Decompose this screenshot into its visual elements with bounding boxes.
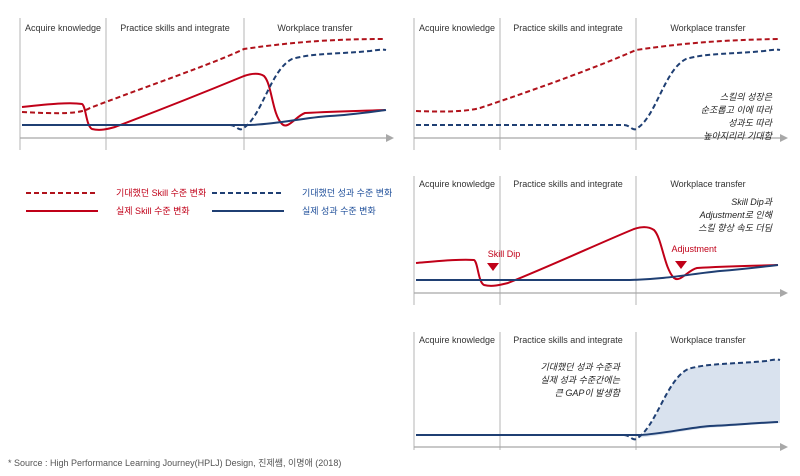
axis-arrow-icon: [386, 134, 394, 142]
expected-performance-curve: [416, 48, 781, 131]
note-line: 실제 성과 수준간에는: [540, 375, 620, 385]
phase-label-transfer: Workplace transfer: [277, 23, 352, 33]
legend-actual-skill: 실제 Skill 수준 변화: [116, 206, 190, 216]
adjustment-label: Adjustment: [671, 244, 717, 254]
panel-top-left: Acquire knowledge Practice skills and in…: [19, 18, 394, 150]
phase-label-transfer: Workplace transfer: [670, 179, 745, 189]
expected-performance-curve: [22, 48, 387, 131]
actual-performance-curve: [416, 264, 779, 281]
phase-label-acquire: Acquire knowledge: [419, 179, 495, 189]
actual-performance-curve: [416, 421, 779, 436]
note-line: 스킬 향상 속도 더딤: [698, 223, 772, 233]
skill-dip-label: Skill Dip: [488, 249, 521, 259]
axis-arrow-icon: [780, 443, 788, 451]
expected-skill-curve: [21, 38, 386, 115]
actual-skill-curve: [415, 226, 779, 287]
legend-expected-skill: 기대했던 Skill 수준 변화: [116, 187, 206, 198]
legend-expected-performance: 기대했던 성과 수준 변화: [302, 187, 392, 198]
legend-actual-performance: 실제 성과 수준 변화: [302, 206, 376, 216]
note-line: 스킬의 성장은: [720, 92, 773, 102]
panel-top-right: Acquire knowledge Practice skills and in…: [413, 18, 788, 150]
axis-arrow-icon: [780, 289, 788, 297]
expected-performance-curve: [416, 358, 781, 441]
phase-label-acquire: Acquire knowledge: [419, 23, 495, 33]
note-line: 높아지리라 기대함: [703, 131, 773, 141]
phase-label-practice: Practice skills and integrate: [513, 23, 623, 33]
performance-gap-area: [638, 359, 780, 438]
panel-bottom-right: Acquire knowledge Practice skills and in…: [413, 332, 788, 451]
note-line: 큰 GAP이 발생함: [555, 388, 622, 398]
actual-performance-curve: [22, 109, 387, 126]
expected-skill-curve: [415, 38, 779, 113]
phase-label-transfer: Workplace transfer: [670, 23, 745, 33]
phase-label-acquire: Acquire knowledge: [25, 23, 101, 33]
phase-label-practice: Practice skills and integrate: [120, 23, 230, 33]
panel-mid-right: Acquire knowledge Practice skills and in…: [413, 176, 788, 305]
legend: 기대했던 Skill 수준 변화 실제 Skill 수준 변화 기대했던 성과 …: [26, 187, 392, 216]
adjustment-marker-icon: [675, 261, 687, 269]
axis-arrow-icon: [780, 134, 788, 142]
source-citation: * Source : High Performance Learning Jou…: [8, 458, 341, 468]
note-line: Adjustment로 인해: [699, 210, 774, 220]
skill-dip-marker-icon: [487, 263, 499, 271]
phase-label-practice: Practice skills and integrate: [513, 179, 623, 189]
note-line: 순조롭고 이에 따라: [701, 105, 774, 115]
phase-label-acquire: Acquire knowledge: [419, 335, 495, 345]
actual-skill-curve: [21, 72, 386, 131]
note-line: Skill Dip과: [731, 197, 773, 207]
note-line: 성과도 따라: [728, 118, 774, 128]
phase-label-practice: Practice skills and integrate: [513, 335, 623, 345]
note-line: 기대했던 성과 수준과: [540, 362, 620, 372]
phase-label-transfer: Workplace transfer: [670, 335, 745, 345]
